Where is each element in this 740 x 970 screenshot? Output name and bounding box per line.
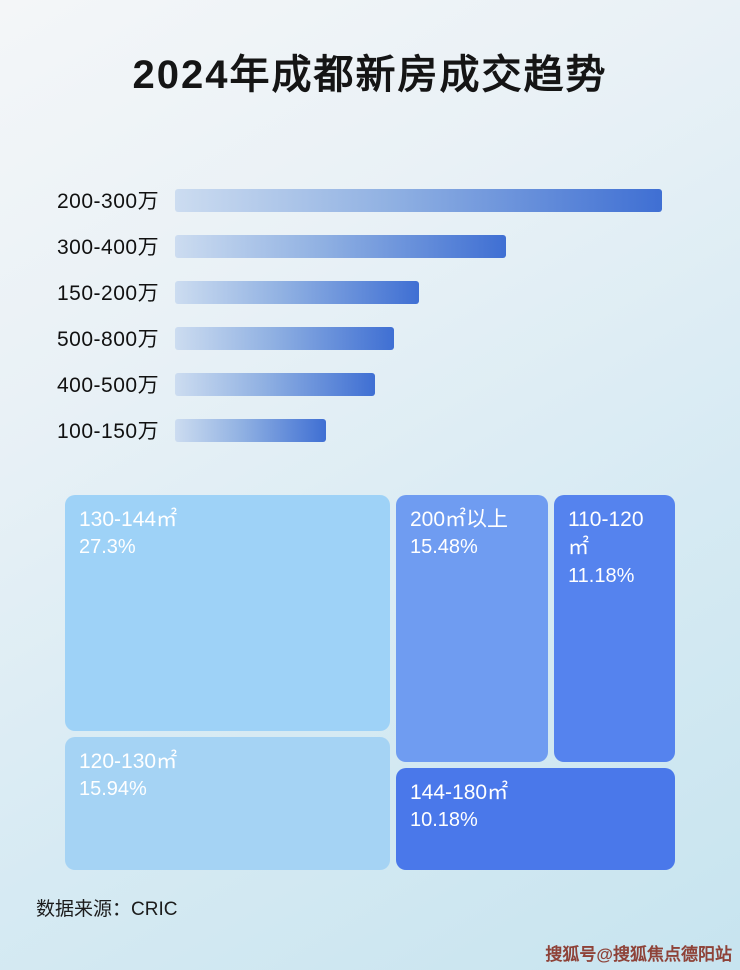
bar <box>175 418 326 442</box>
bar <box>175 372 375 396</box>
treemap-block-130-144: 130-144㎡ 27.3% <box>65 495 390 731</box>
treemap-block-value: 15.48% <box>410 536 478 559</box>
bar-track <box>175 326 662 350</box>
bar-category-label: 150-200万 <box>57 282 160 305</box>
treemap-block-label: 130-144㎡ <box>79 508 178 531</box>
bar-row: 200-300万 <box>57 177 682 223</box>
bar <box>175 234 507 258</box>
area-share-treemap: 130-144㎡ 27.3% 200㎡以上 15.48% 110-120㎡ 11… <box>65 495 675 870</box>
bar-track <box>175 372 662 396</box>
watermark-text: 搜狐号@搜狐焦点德阳站 <box>545 945 732 964</box>
bar <box>175 188 662 212</box>
bar <box>175 326 395 350</box>
bar <box>175 280 419 304</box>
bar-category-label: 100-150万 <box>57 420 160 443</box>
bar-track <box>175 188 662 212</box>
treemap-block-120-130: 120-130㎡ 15.94% <box>65 737 390 870</box>
bar-category-label: 400-500万 <box>57 374 160 397</box>
bar-row: 400-500万 <box>57 361 682 407</box>
bar-category-label: 200-300万 <box>57 190 160 213</box>
treemap-block-value: 15.94% <box>79 778 147 801</box>
treemap-block-144-180: 144-180㎡ 10.18% <box>396 768 675 870</box>
treemap-block-value: 27.3% <box>79 536 136 559</box>
bar-row: 500-800万 <box>57 315 682 361</box>
bar-row: 300-400万 <box>57 223 682 269</box>
treemap-block-200-plus: 200㎡以上 15.48% <box>396 495 548 762</box>
bar-row: 150-200万 <box>57 269 682 315</box>
treemap-block-label: 110-120㎡ <box>568 508 644 560</box>
data-source-label: 数据来源：CRIC <box>36 899 178 920</box>
treemap-block-label: 120-130㎡ <box>79 750 178 773</box>
page-title: 2024年成都新房成交趋势 <box>132 53 608 97</box>
bar-track <box>175 418 662 442</box>
bar-row: 100-150万 <box>57 407 682 453</box>
bar-category-label: 300-400万 <box>57 236 160 259</box>
bar-category-label: 500-800万 <box>57 328 160 351</box>
treemap-block-110-120: 110-120㎡ 11.18% <box>554 495 675 762</box>
treemap-block-value: 10.18% <box>410 809 478 832</box>
bar-track <box>175 234 662 258</box>
treemap-block-value: 11.18% <box>568 564 635 587</box>
treemap-block-label: 200㎡以上 <box>410 508 509 531</box>
price-range-bar-chart: 200-300万 300-400万 150-200万 500-800万 400-500万… <box>57 177 682 453</box>
treemap-block-label: 144-180㎡ <box>410 781 509 804</box>
bar-track <box>175 280 662 304</box>
